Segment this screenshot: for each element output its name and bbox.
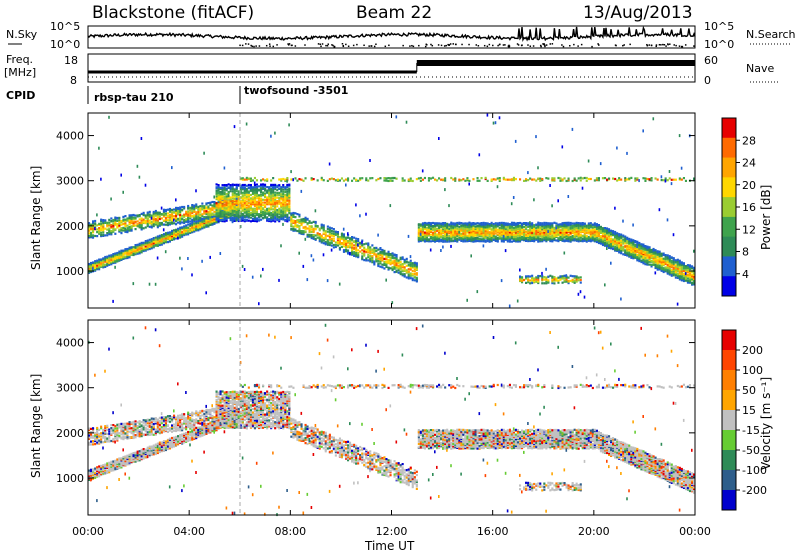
- y-tick-label: 1000: [56, 265, 84, 278]
- freq-left-tick-top: 18: [64, 54, 78, 67]
- cpid-label: CPID: [6, 89, 35, 102]
- power-colorbar-tick: 20: [742, 179, 756, 192]
- noise-panel: N.Sky 10^5 10^0 10^5 10^0 N.Search: [6, 20, 796, 51]
- velocity-data-pixels: [88, 323, 696, 517]
- y-tick-label: 2000: [56, 220, 84, 233]
- velocity-colorbar: 200 100 50 15 -15 -50 -100 -200 Velocity [m s⁻¹…: [721, 329, 773, 511]
- velocity-colorbar-tick: 15: [742, 404, 756, 417]
- velocity-colorbar-swatch: [722, 410, 736, 431]
- noise-search-trace: [239, 43, 695, 48]
- noise-right-tick-bottom: 10^0: [704, 38, 734, 51]
- nave-label: Nave: [746, 62, 774, 75]
- power-panel: 1000 2000 3000 4000 Slant Range [km]: [29, 112, 696, 309]
- freq-left-tick-bottom: 8: [70, 74, 77, 87]
- x-tick-label: 00:00: [72, 525, 104, 538]
- velocity-colorbar-swatch: [722, 350, 736, 371]
- velocity-colorbar-tick: 100: [742, 364, 763, 377]
- velocity-ylabel: Slant Range [km]: [29, 374, 43, 478]
- x-axis-label: Time UT: [364, 539, 415, 553]
- power-colorbar-tick: 16: [742, 201, 756, 214]
- power-colorbar-tick: 28: [742, 134, 756, 147]
- power-colorbar-swatch: [722, 177, 736, 198]
- x-tick-label: 08:00: [274, 525, 306, 538]
- freq-label-line1: Freq.: [6, 53, 33, 66]
- noise-sky-trace: [87, 25, 696, 42]
- noise-right-label: N.Search: [746, 28, 796, 41]
- velocity-colorbar-tick: 50: [742, 384, 756, 397]
- velocity-colorbar-swatch: [722, 330, 736, 351]
- x-tick-label: 12:00: [376, 525, 408, 538]
- y-tick-label: 3000: [56, 175, 84, 188]
- noise-left-tick-top: 10^5: [50, 20, 80, 33]
- y-tick-label: 3000: [56, 382, 84, 395]
- power-colorbar-swatch: [722, 236, 736, 257]
- power-colorbar-swatch: [722, 157, 736, 178]
- frequency-trace: [88, 60, 695, 78]
- y-tick-label: 4000: [56, 130, 84, 143]
- velocity-colorbar-tick: -100: [742, 464, 767, 477]
- y-tick-label: 2000: [56, 427, 84, 440]
- velocity-colorbar-swatch: [722, 470, 736, 491]
- freq-right-tick-top: 60: [704, 54, 718, 67]
- power-colorbar-tick: 4: [742, 268, 749, 281]
- beam-title: Beam 22: [356, 3, 432, 23]
- cpid-program-2: twofsound -3501: [244, 84, 348, 97]
- velocity-panel: 1000 2000 3000 4000 Slant Range [km]: [29, 319, 696, 517]
- y-tick-label: 1000: [56, 472, 84, 485]
- velocity-colorbar-tick: -50: [742, 444, 760, 457]
- y-tick-label: 4000: [56, 337, 84, 350]
- velocity-colorbar-swatch: [722, 390, 736, 411]
- velocity-colorbar-tick: 200: [742, 344, 763, 357]
- noise-left-tick-bottom: 10^0: [50, 38, 80, 51]
- power-ylabel: Slant Range [km]: [29, 166, 43, 270]
- power-colorbar-swatch: [722, 256, 736, 277]
- cpid-program-1: rbsp-tau 210: [94, 91, 174, 104]
- velocity-colorbar-swatch: [722, 370, 736, 391]
- velocity-colorbar-swatch: [722, 450, 736, 471]
- x-tick-label: 20:00: [578, 525, 610, 538]
- x-tick-label: 00:00: [679, 525, 711, 538]
- x-tick-label: 16:00: [477, 525, 509, 538]
- date-title: 13/Aug/2013: [583, 3, 693, 23]
- power-colorbar-swatch: [722, 118, 736, 139]
- power-data-pixels: [88, 113, 696, 308]
- station-title: Blackstone (fitACF): [92, 3, 254, 23]
- noise-right-tick-top: 10^5: [704, 20, 734, 33]
- power-colorbar-label: Power [dB]: [759, 185, 773, 250]
- velocity-colorbar-tick: -15: [742, 424, 760, 437]
- noise-left-label: N.Sky: [6, 28, 38, 41]
- power-colorbar-swatch: [722, 216, 736, 238]
- frequency-panel: Freq. [MHz] 18 8 60 0 Nave: [4, 53, 780, 87]
- x-axis-ticks: 00:00 04:00 08:00 12:00 16:00 20:00 00:00: [72, 113, 711, 538]
- freq-label-line2: [MHz]: [4, 66, 36, 79]
- velocity-colorbar-label: Velocity [m s⁻¹]: [759, 377, 773, 470]
- velocity-colorbar-swatch: [722, 490, 736, 511]
- power-colorbar-swatch: [722, 197, 736, 218]
- power-colorbar-tick: 8: [742, 246, 749, 259]
- power-colorbar-tick: 24: [742, 157, 756, 170]
- power-colorbar-swatch: [722, 276, 736, 297]
- power-colorbar-swatch: [722, 137, 736, 159]
- velocity-colorbar-tick: -200: [742, 484, 767, 497]
- velocity-colorbar-swatch: [722, 430, 736, 451]
- power-colorbar-tick: 12: [742, 223, 756, 236]
- freq-right-tick-bottom: 0: [704, 74, 711, 87]
- x-tick-label: 04:00: [173, 525, 205, 538]
- power-colorbar: 28 24 20 16 12 8 4 Power [dB]: [721, 117, 773, 297]
- cpid-row: CPID rbsp-tau 210 twofsound -3501: [6, 84, 348, 104]
